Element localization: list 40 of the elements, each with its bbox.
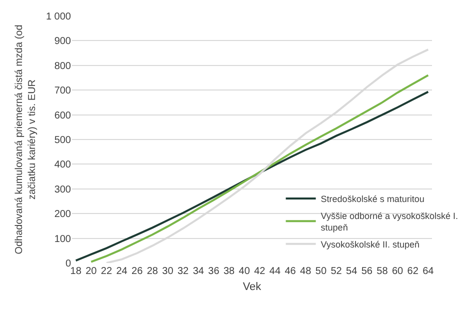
y-tick-label: 500: [54, 135, 72, 146]
y-tick-label: 600: [54, 110, 72, 122]
x-tick-label: 32: [177, 266, 190, 277]
y-tick-label: 0: [65, 258, 72, 270]
legend-label: Vysokoškolské II. stupeň: [320, 239, 420, 250]
x-tick-label: 52: [330, 266, 342, 277]
y-axis-title: Odhadovaná kumulovaná priemerná čistá mzda (od začiatku kariéry) v tis. EUR: [14, 24, 38, 254]
x-tick-label: 60: [392, 266, 404, 277]
x-tick-label: 50: [315, 266, 327, 277]
x-tick-label: 34: [192, 266, 204, 277]
x-tick-label: 56: [361, 266, 373, 277]
x-tick-label: 40: [238, 266, 250, 277]
y-tick-label: 800: [54, 60, 72, 72]
x-tick-label: 18: [70, 266, 82, 277]
y-tick-label: 300: [54, 184, 72, 196]
x-tick-label: 38: [223, 266, 236, 277]
y-tick-label: 1 000: [46, 12, 72, 22]
x-axis-title: Vek: [242, 281, 262, 294]
x-tick-label: 30: [162, 266, 174, 277]
y-tick-label: 400: [54, 160, 72, 171]
x-tick-label: 58: [376, 266, 388, 277]
x-tick-label: 26: [132, 266, 144, 277]
x-tick-label: 64: [422, 266, 434, 277]
legend-label: Vyššie odborné a vysokoškolské I. stupeň: [320, 210, 458, 233]
x-tick-label: 42: [254, 266, 266, 277]
y-tick-label: 900: [54, 36, 72, 48]
x-tick-label: 36: [208, 266, 220, 277]
y-tick-label: 700: [54, 86, 72, 97]
x-tick-label: 44: [269, 266, 281, 277]
x-tick-label: 28: [146, 266, 158, 277]
y-tick-label: 200: [54, 209, 72, 220]
x-tick-label: 24: [116, 266, 128, 277]
x-tick-label: 20: [86, 266, 98, 277]
y-tick-label: 100: [54, 234, 72, 245]
x-tick-label: 46: [284, 266, 296, 277]
x-tick-label: 62: [407, 266, 419, 277]
x-tick-label: 48: [300, 266, 312, 277]
legend-label: Stredoškolské s maturitou: [320, 194, 424, 204]
x-tick-label: 54: [346, 266, 358, 277]
x-tick-label: 22: [100, 266, 112, 277]
